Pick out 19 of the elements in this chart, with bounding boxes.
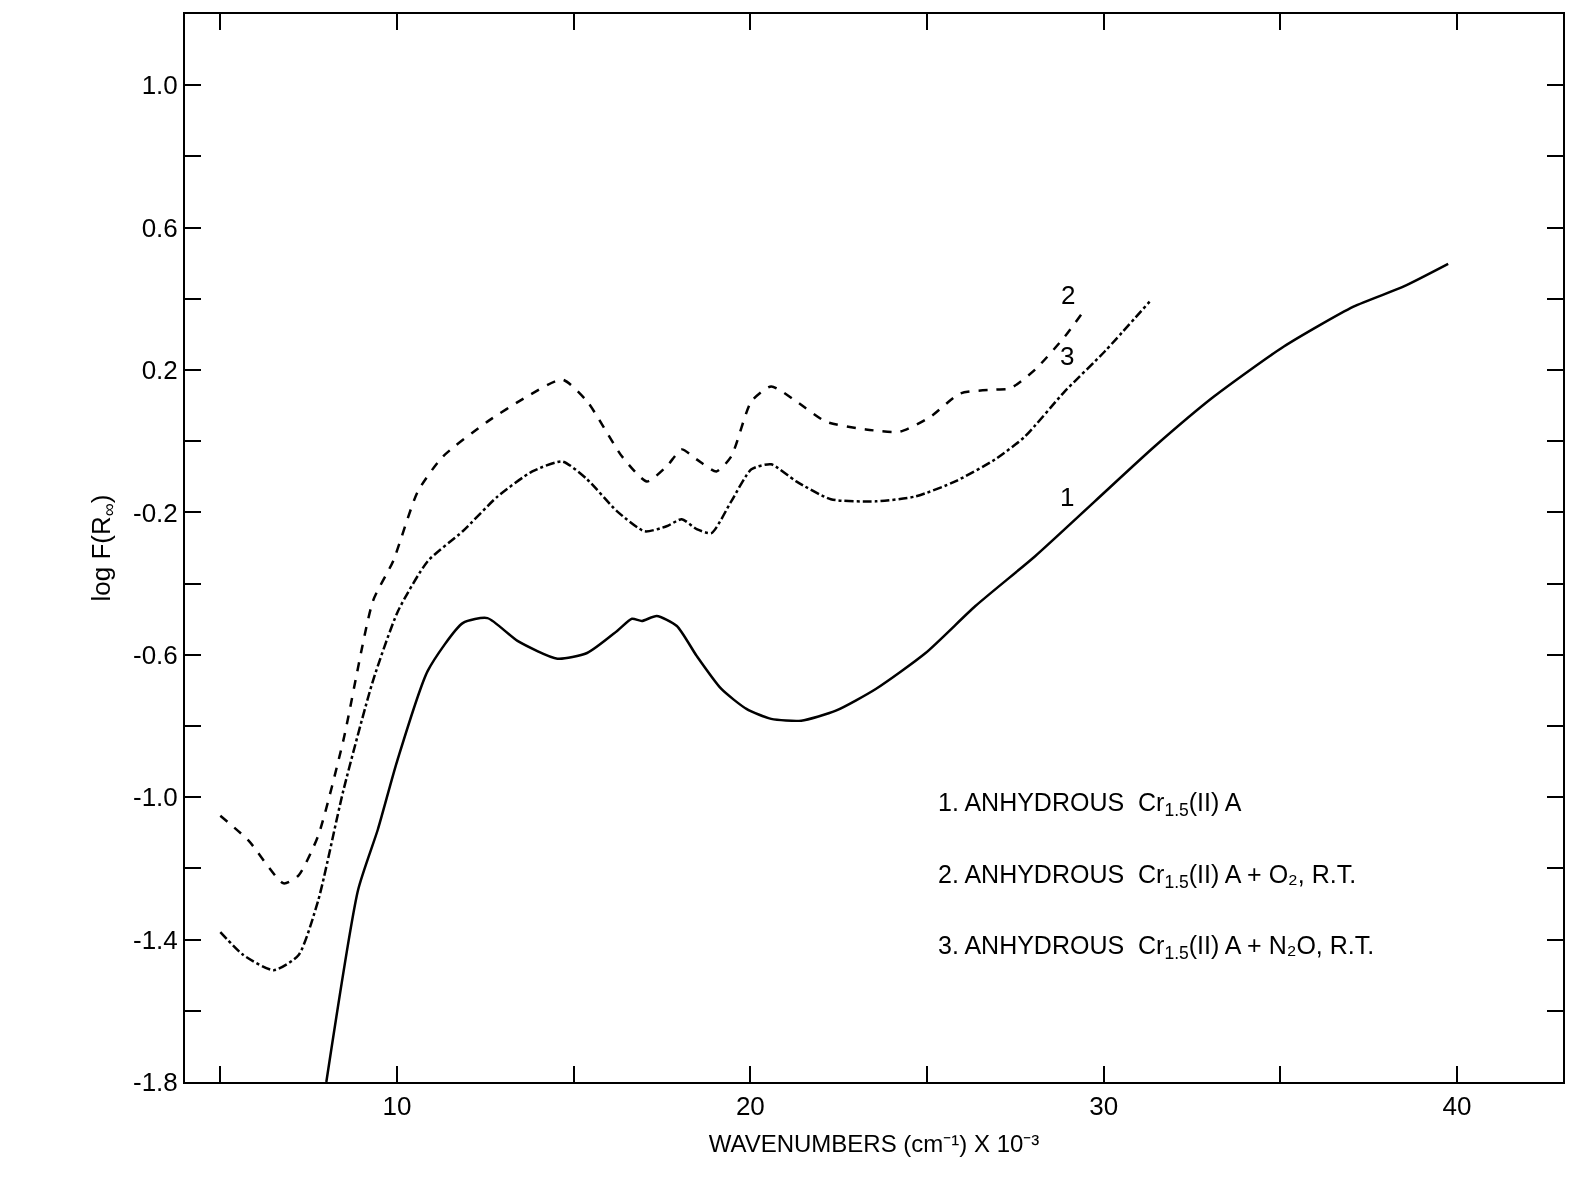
y-tick-label: -0.6	[132, 639, 178, 670]
y-tick-label: 0.2	[141, 355, 178, 386]
annotation: 1	[1060, 482, 1075, 512]
x-tick-label: 20	[735, 1091, 765, 1122]
y-tick-label: -1.8	[132, 1067, 178, 1098]
annotation: 2. ANHYDROUS Cr$_{1.5}$(II) A + O₂, R.T.	[938, 860, 1357, 893]
x-tick-label: 10	[382, 1091, 412, 1122]
y-tick-label: -1.4	[132, 924, 178, 955]
annotation: 3	[1060, 341, 1075, 371]
y-tick-label: -0.2	[132, 497, 178, 528]
y-tick-label: 1.0	[141, 70, 178, 101]
x-axis-title: WAVENUMBERS (cm⁻¹) X 10⁻³	[708, 1130, 1040, 1157]
x-tick-label: 30	[1089, 1091, 1119, 1122]
annotation: 2	[1061, 280, 1076, 310]
y-tick-label: -1.0	[132, 782, 178, 813]
y-tick-label: 0.6	[141, 212, 178, 243]
annotation: 1. ANHYDROUS Cr$_{1.5}$(II) A	[938, 788, 1242, 821]
x-tick-label: 40	[1442, 1091, 1472, 1122]
annotation: 3. ANHYDROUS Cr$_{1.5}$(II) A + N₂O, R.T.	[938, 931, 1375, 964]
